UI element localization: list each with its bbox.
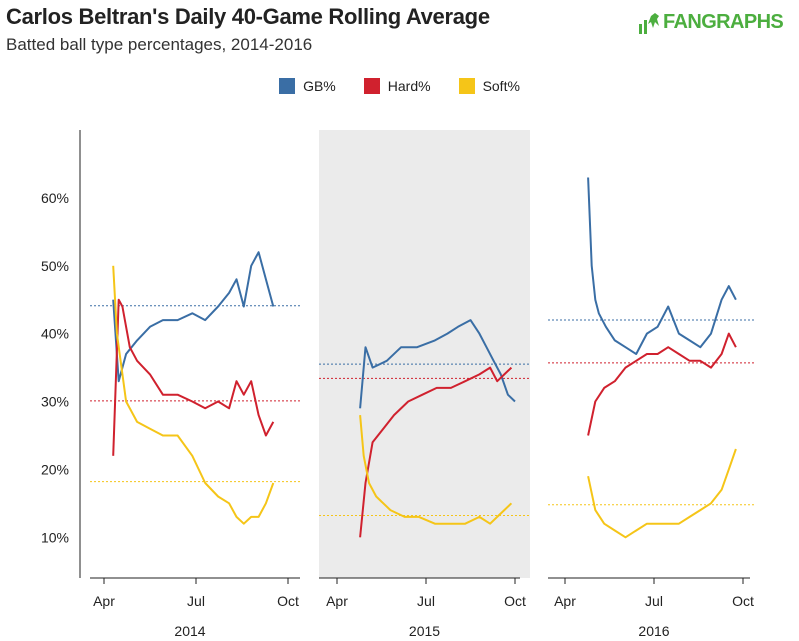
legend-item-gb: GB% [279,78,336,94]
legend-item-hard: Hard% [363,78,431,94]
chart-title: Carlos Beltran's Daily 40-Game Rolling A… [6,4,490,29]
series-line-gb-2016 [587,177,737,355]
year-label-2016: 2016 [638,623,669,639]
series-line-gb-2014 [112,251,275,383]
y-tick-label: 50% [41,258,69,274]
x-tick-label: Oct [504,593,526,609]
series-line-gb-2015 [359,319,516,409]
x-tick-label: Jul [187,593,205,609]
legend-swatch-gb [279,78,296,94]
x-tick-label: Jul [645,593,663,609]
year-label-2015: 2015 [409,623,440,639]
panel-2014: Apr Jul Oct 2014 [79,130,300,639]
y-tick-label: 40% [41,326,69,342]
fangraphs-logo-text: FANGRAPHS [663,11,784,33]
legend-label-soft: Soft% [482,78,520,94]
y-tick-label: 20% [41,461,69,477]
series-line-hard-2015 [359,366,513,538]
y-tick-label: 30% [41,394,69,410]
x-tick-label: Oct [732,593,754,609]
fangraphs-logo[interactable]: FANGRAPHS [639,11,784,34]
legend-label-gb: GB% [303,78,336,94]
series-line-soft-2015 [359,415,513,525]
x-tick-label: Apr [554,593,576,609]
series-line-hard-2016 [587,332,737,436]
fangraphs-logo-icon [639,12,659,34]
chart-subtitle: Batted ball type percentages, 2014-2016 [6,35,313,54]
legend-label-hard: Hard% [387,78,431,94]
x-tick-label: Apr [93,593,115,609]
chart-legend: GB% Hard% Soft% [0,78,799,94]
panel-2015: Apr Jul Oct 2015 [319,130,530,639]
series-line-soft-2014 [112,265,275,525]
year-label-2014: 2014 [174,623,205,639]
series-line-hard-2014 [112,298,275,456]
legend-swatch-soft [458,78,475,94]
panel-2016: Apr Jul Oct 2016 [548,177,755,639]
x-tick-label: Apr [326,593,348,609]
series-line-soft-2016 [587,448,737,539]
panel-shade-2015 [319,130,530,578]
y-tick-label: 60% [41,190,69,206]
legend-item-soft: Soft% [458,78,520,94]
x-tick-label: Oct [277,593,299,609]
x-tick-label: Jul [417,593,435,609]
legend-swatch-hard [363,78,380,94]
y-tick-label: 10% [41,529,69,545]
